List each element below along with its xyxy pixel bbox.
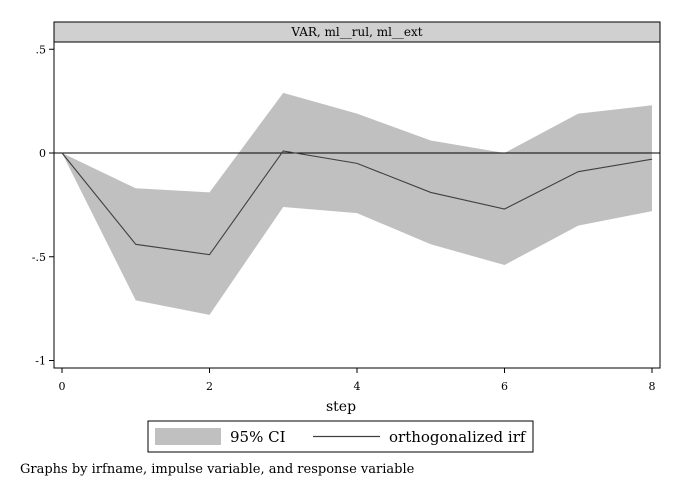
irf-line (61, 150, 653, 256)
x-axis-title: step (326, 399, 356, 415)
x-tick-label: 0 (59, 380, 66, 393)
legend: 95% CI orthogonalized irf (147, 420, 534, 453)
x-axis-ticks: 0 2 4 6 8 (59, 368, 656, 393)
y-tick-label: -.5 (32, 251, 46, 264)
y-tick-label: .5 (36, 43, 47, 56)
x-tick-label: 4 (354, 380, 361, 393)
y-tick-label: -1 (35, 355, 46, 368)
x-tick-label: 8 (649, 380, 656, 393)
legend-label-irf: orthogonalized irf (389, 428, 527, 446)
irf-line-layer (61, 150, 653, 256)
ci-band (62, 92, 652, 315)
chart-title: VAR, ml__rul, ml__ext (290, 25, 422, 39)
ci-band-layer (62, 92, 652, 315)
y-tick-label: 0 (39, 147, 46, 160)
x-tick-label: 2 (206, 380, 213, 393)
y-axis-ticks: .5 0 -.5 -1 (32, 43, 54, 368)
legend-swatch-ci (155, 428, 221, 445)
legend-label-ci: 95% CI (230, 428, 286, 446)
graph-note: Graphs by irfname, impulse variable, and… (20, 462, 415, 477)
x-tick-label: 6 (501, 380, 508, 393)
